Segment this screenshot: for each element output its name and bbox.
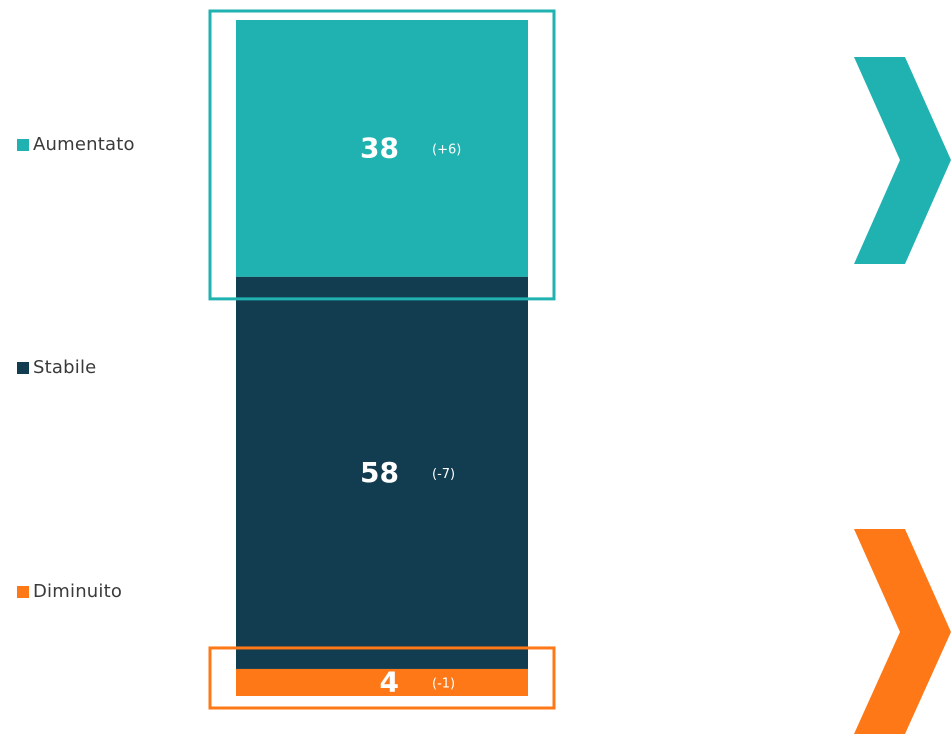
legend-label-stabile: Stabile (33, 357, 97, 378)
value-label-diminuito: 4 (380, 665, 399, 698)
up-chevron-icon (854, 57, 951, 264)
highlight-box-aumentato (208, 9, 556, 301)
down-chevron-icon (854, 529, 951, 734)
legend-label-aumentato: Aumentato (33, 134, 135, 155)
legend-swatch-stabile (17, 361, 29, 374)
bar-segment-stabile (236, 276, 528, 669)
value-label-stabile: 58 (360, 456, 399, 489)
change-label-aumentato: (+6) (432, 142, 461, 157)
legend-label-diminuito: Diminuito (33, 581, 123, 602)
bar-segment-diminuito (236, 668, 528, 696)
legend-item-stabile: Stabile (17, 357, 96, 378)
change-label-diminuito: (-1) (432, 676, 455, 691)
legend-item-diminuito: Diminuito (17, 581, 122, 602)
legend-swatch-aumentato (17, 138, 29, 151)
bar-segment-aumentato (236, 20, 528, 277)
highlight-box-diminuito (208, 646, 556, 710)
value-label-aumentato: 38 (360, 131, 399, 164)
legend-item-aumentato: Aumentato (17, 134, 135, 155)
legend-swatch-diminuito (17, 585, 29, 598)
change-label-stabile: (-7) (432, 467, 455, 482)
